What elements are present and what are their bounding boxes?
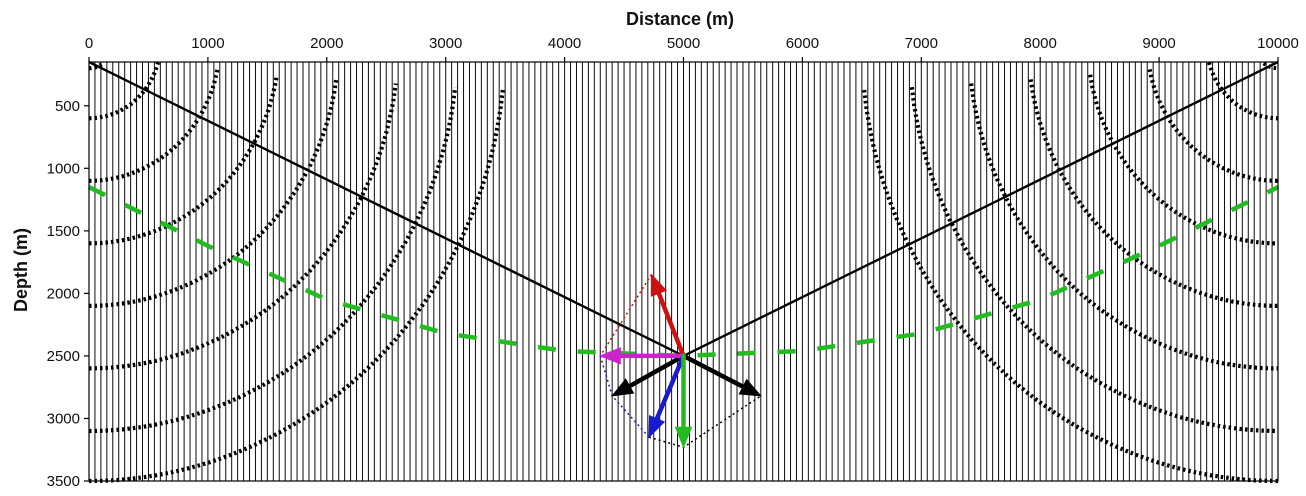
arrow-head-2 [738, 378, 762, 397]
arrow-shaft-3 [656, 290, 686, 359]
diffraction-hyperbola-2-5 [1028, 79, 1278, 308]
diffraction-hyperbola-2-7 [909, 86, 1278, 434]
hyperbolas-layer [88, 61, 1279, 484]
x-tick-label: 0 [85, 35, 93, 52]
diffraction-hyperbola-1-1 [88, 61, 105, 71]
axes-layer: 0 1000 2000 3000 4000 5000 6000 7000 8000 9000 100… [47, 35, 1299, 490]
x-tick-label: 4000 [548, 35, 581, 52]
x-tick-label: 9000 [1142, 35, 1175, 52]
x-tick-label: 8000 [1024, 35, 1057, 52]
diffraction-hyperbola-2-2 [1206, 61, 1279, 121]
diffraction-hyperbola-2-6 [969, 83, 1278, 371]
diffraction-hyperbola-2-4 [1088, 74, 1279, 246]
x-tick-label: 5000 [667, 35, 700, 52]
x-tick-label: 3000 [429, 35, 462, 52]
x-tick-label: 7000 [905, 35, 938, 52]
diffraction-hyperbola-1-3 [89, 68, 220, 183]
arrow-head-1 [611, 378, 635, 397]
arrow-head-3 [650, 273, 668, 297]
arrow-head-4 [598, 347, 621, 365]
y-tick-label: 2500 [47, 348, 80, 365]
x-tick-label: 10000 [1257, 35, 1299, 52]
arrow-head-5 [648, 414, 666, 439]
arrow-shaft-5 [654, 353, 686, 422]
diffraction-hyperbola-2-1 [1262, 61, 1279, 71]
diffraction-hyperbola-1-6 [89, 83, 398, 371]
arrow-shaft-2 [681, 353, 746, 390]
diffraction-hyperbola-1-7 [89, 86, 458, 434]
diffraction-hyperbola-1-8 [89, 89, 505, 484]
y-tick-label: 1500 [47, 223, 80, 240]
diffraction-hyperbola-1-4 [88, 74, 279, 246]
diffraction-hyperbola-2-8 [862, 89, 1278, 484]
x-tick-label: 2000 [310, 35, 343, 52]
arrow-head-6 [674, 426, 693, 449]
y-tick-label: 2000 [47, 285, 80, 302]
y-tick-label: 1000 [47, 160, 80, 177]
y-tick-label: 3000 [47, 410, 80, 427]
x-axis-title: Distance (m) [626, 9, 734, 29]
arrow-shaft-1 [627, 353, 686, 389]
diffraction-hyperbola-1-2 [88, 61, 161, 121]
y-tick-label: 500 [55, 98, 80, 115]
dotted-guide-1 [599, 274, 653, 357]
y-tick-label: 3500 [47, 473, 80, 490]
diffraction-hyperbola-2-3 [1147, 68, 1278, 183]
arrows-layer [598, 273, 762, 449]
x-tick-label: 6000 [786, 35, 819, 52]
x-tick-label: 1000 [191, 35, 224, 52]
y-axis-title: Depth (m) [11, 228, 31, 312]
